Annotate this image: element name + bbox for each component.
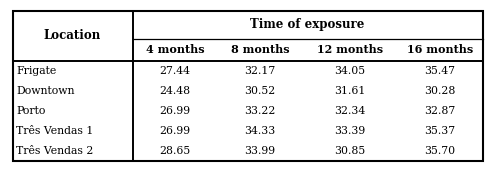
Text: 34.05: 34.05 (335, 65, 366, 76)
Bar (12, 10, 133, 61)
Text: 33.39: 33.39 (335, 126, 366, 135)
Text: 32.87: 32.87 (424, 106, 455, 115)
Bar (217, 38, 302, 61)
Bar (217, 81, 302, 101)
Bar (133, 10, 483, 38)
Text: Três Vendas 2: Três Vendas 2 (16, 146, 94, 155)
Bar (12, 141, 133, 161)
Bar (397, 141, 483, 161)
Bar (397, 61, 483, 81)
Text: 4 months: 4 months (146, 44, 204, 55)
Text: 35.47: 35.47 (425, 65, 455, 76)
Text: Time of exposure: Time of exposure (250, 18, 365, 31)
Bar (302, 61, 397, 81)
Bar (397, 121, 483, 141)
Bar (302, 141, 397, 161)
Text: 12 months: 12 months (317, 44, 383, 55)
Bar (302, 121, 397, 141)
Text: Porto: Porto (16, 106, 46, 115)
Bar (12, 61, 133, 81)
Bar (217, 121, 302, 141)
Text: 31.61: 31.61 (334, 86, 366, 95)
Text: 26.99: 26.99 (159, 106, 191, 115)
Bar (217, 101, 302, 121)
Bar (133, 141, 217, 161)
Bar (133, 81, 217, 101)
Text: 24.48: 24.48 (159, 86, 191, 95)
Bar (217, 141, 302, 161)
Bar (302, 81, 397, 101)
Text: 33.99: 33.99 (245, 146, 276, 155)
Bar (133, 38, 217, 61)
Bar (302, 101, 397, 121)
Text: 30.85: 30.85 (335, 146, 366, 155)
Bar (12, 121, 133, 141)
Bar (12, 10, 483, 161)
Text: 34.33: 34.33 (245, 126, 276, 135)
Text: 32.17: 32.17 (245, 65, 276, 76)
Text: 30.52: 30.52 (245, 86, 276, 95)
Text: Downtown: Downtown (16, 86, 75, 95)
Bar (133, 121, 217, 141)
Bar (133, 61, 217, 81)
Text: 27.44: 27.44 (159, 65, 191, 76)
Text: 33.22: 33.22 (245, 106, 276, 115)
Text: 16 months: 16 months (407, 44, 473, 55)
Text: Frigate: Frigate (16, 65, 57, 76)
Bar (12, 101, 133, 121)
Text: 35.70: 35.70 (424, 146, 455, 155)
Bar (217, 61, 302, 81)
Text: 8 months: 8 months (231, 44, 289, 55)
Text: 28.65: 28.65 (159, 146, 191, 155)
Bar (397, 38, 483, 61)
Text: 30.28: 30.28 (424, 86, 456, 95)
Bar (397, 81, 483, 101)
Text: Location: Location (44, 29, 101, 42)
Text: 32.34: 32.34 (335, 106, 366, 115)
Bar (133, 101, 217, 121)
Text: 35.37: 35.37 (424, 126, 455, 135)
Bar (12, 81, 133, 101)
Text: 26.99: 26.99 (159, 126, 191, 135)
Text: Três Vendas 1: Três Vendas 1 (16, 126, 94, 135)
Bar (397, 101, 483, 121)
Bar (302, 38, 397, 61)
